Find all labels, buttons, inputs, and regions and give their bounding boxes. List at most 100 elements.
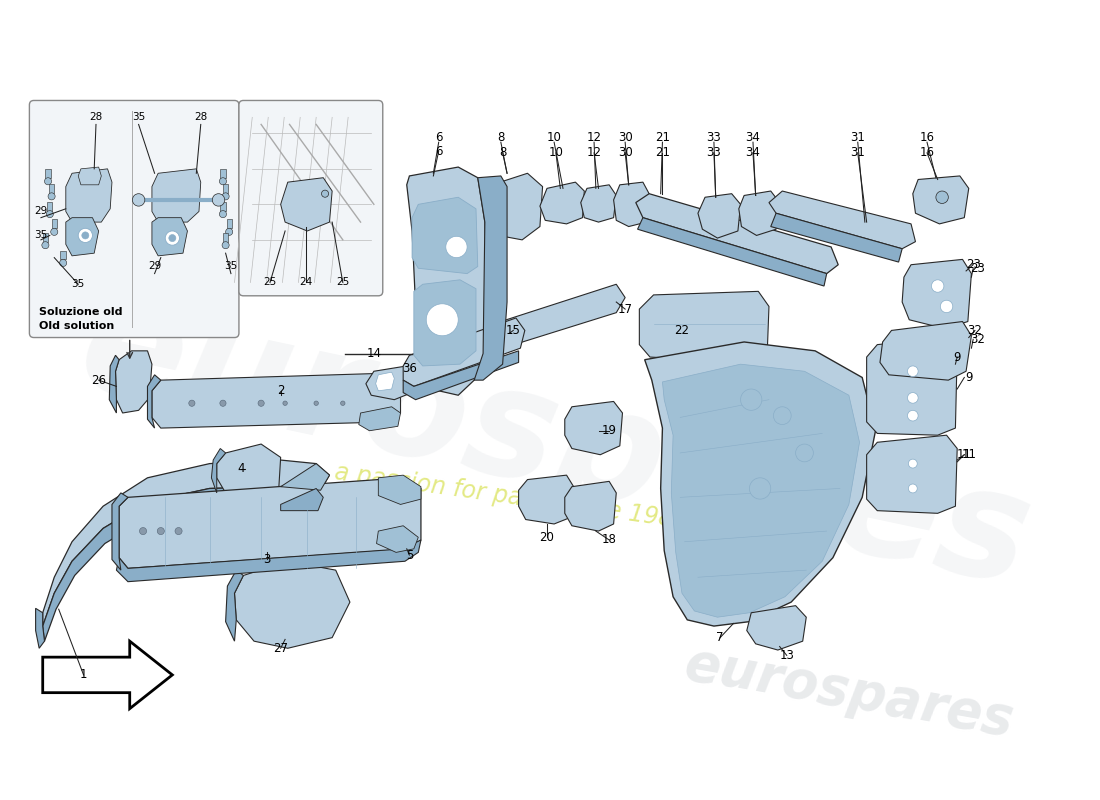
Text: 35: 35: [132, 112, 145, 122]
Polygon shape: [404, 318, 525, 386]
Polygon shape: [636, 194, 838, 274]
Polygon shape: [220, 169, 225, 178]
Text: Old solution: Old solution: [40, 321, 114, 330]
Text: 30: 30: [618, 131, 632, 144]
Polygon shape: [490, 174, 542, 240]
Circle shape: [909, 484, 917, 493]
Text: 32: 32: [970, 333, 986, 346]
Text: 29: 29: [148, 262, 162, 271]
Polygon shape: [211, 449, 226, 493]
Circle shape: [78, 228, 92, 242]
Circle shape: [51, 228, 58, 235]
Polygon shape: [78, 167, 101, 185]
Circle shape: [940, 300, 953, 313]
Polygon shape: [404, 351, 518, 400]
Polygon shape: [581, 185, 616, 222]
Circle shape: [44, 178, 52, 185]
Polygon shape: [43, 233, 48, 242]
Polygon shape: [407, 167, 486, 395]
Polygon shape: [48, 184, 54, 193]
Circle shape: [908, 366, 918, 377]
Circle shape: [42, 242, 48, 249]
Circle shape: [908, 393, 918, 403]
Text: 23: 23: [970, 262, 986, 274]
Circle shape: [132, 194, 145, 206]
FancyBboxPatch shape: [30, 101, 239, 338]
Polygon shape: [769, 191, 915, 249]
Text: 12: 12: [586, 146, 602, 159]
Circle shape: [81, 232, 89, 239]
Text: 9: 9: [965, 371, 972, 384]
Text: 28: 28: [89, 112, 102, 122]
Text: 6: 6: [434, 145, 442, 158]
FancyBboxPatch shape: [239, 101, 383, 296]
Text: 29: 29: [34, 206, 47, 217]
Polygon shape: [45, 169, 51, 178]
Polygon shape: [376, 372, 394, 390]
Circle shape: [341, 401, 345, 406]
Text: 5: 5: [406, 549, 414, 562]
Circle shape: [909, 459, 917, 468]
Polygon shape: [645, 342, 876, 626]
Polygon shape: [662, 364, 859, 617]
Text: 31: 31: [850, 146, 866, 159]
Circle shape: [212, 194, 224, 206]
Text: 27: 27: [273, 642, 288, 654]
Polygon shape: [366, 366, 414, 400]
Polygon shape: [639, 291, 769, 362]
Text: 19: 19: [602, 424, 617, 438]
Polygon shape: [564, 482, 616, 531]
Circle shape: [219, 210, 227, 218]
Polygon shape: [492, 284, 625, 348]
Polygon shape: [220, 202, 225, 210]
Polygon shape: [902, 259, 971, 329]
Polygon shape: [226, 570, 243, 641]
Polygon shape: [152, 169, 201, 222]
Polygon shape: [280, 489, 323, 510]
Text: 31: 31: [850, 131, 866, 144]
Polygon shape: [771, 214, 902, 262]
Text: 25: 25: [263, 278, 276, 287]
Polygon shape: [474, 176, 507, 380]
Polygon shape: [60, 250, 66, 259]
Text: 18: 18: [602, 534, 617, 546]
Circle shape: [48, 193, 55, 200]
Circle shape: [46, 210, 54, 218]
Text: eurospares: eurospares: [680, 638, 1018, 747]
Text: 36: 36: [402, 362, 417, 375]
Text: 30: 30: [618, 146, 632, 159]
Text: 11: 11: [957, 448, 971, 462]
Polygon shape: [109, 355, 119, 413]
Text: 21: 21: [654, 131, 670, 144]
Polygon shape: [66, 218, 99, 256]
Polygon shape: [867, 435, 957, 514]
Text: 10: 10: [549, 146, 563, 159]
Polygon shape: [638, 218, 827, 286]
Circle shape: [140, 527, 146, 534]
Polygon shape: [119, 478, 421, 568]
Text: 16: 16: [920, 146, 935, 159]
Polygon shape: [412, 198, 477, 274]
Text: 13: 13: [779, 649, 794, 662]
Text: 35: 35: [224, 262, 238, 271]
Circle shape: [773, 406, 791, 425]
Text: 20: 20: [540, 530, 554, 544]
Polygon shape: [47, 202, 53, 210]
Text: a passion for parts since 1985: a passion for parts since 1985: [333, 461, 690, 534]
Polygon shape: [376, 526, 418, 552]
Polygon shape: [43, 460, 330, 626]
Text: 7: 7: [716, 631, 724, 644]
Circle shape: [220, 400, 227, 406]
Polygon shape: [359, 406, 400, 430]
Polygon shape: [747, 606, 806, 650]
Polygon shape: [66, 169, 112, 222]
Text: 2: 2: [277, 384, 285, 398]
Circle shape: [446, 236, 468, 258]
Circle shape: [908, 410, 918, 421]
Polygon shape: [117, 540, 421, 582]
Polygon shape: [518, 475, 573, 524]
Text: 8: 8: [497, 131, 505, 144]
Circle shape: [321, 190, 329, 198]
Circle shape: [283, 401, 287, 406]
Text: 28: 28: [194, 112, 208, 122]
